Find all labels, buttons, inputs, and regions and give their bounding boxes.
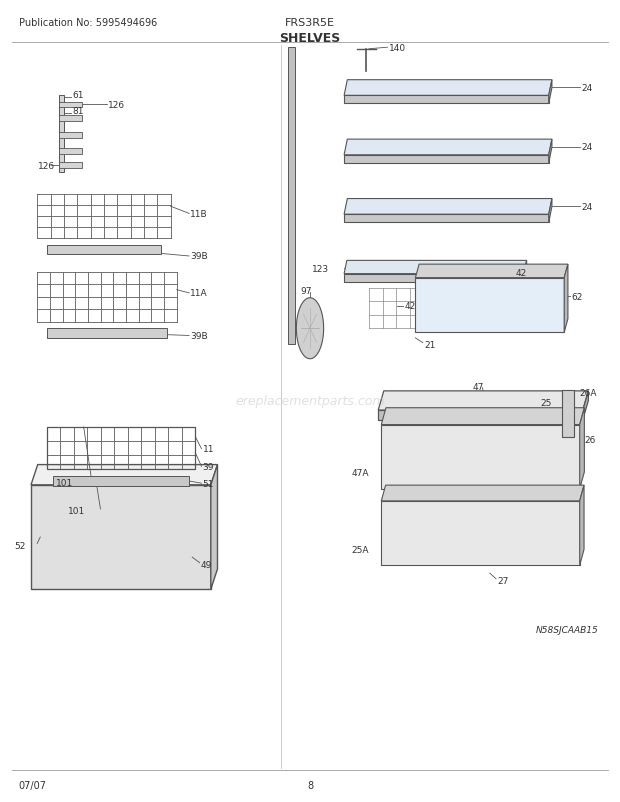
Polygon shape: [344, 81, 552, 96]
Text: SHELVES: SHELVES: [280, 32, 340, 45]
Polygon shape: [344, 274, 524, 282]
Polygon shape: [344, 96, 549, 104]
Text: Publication No: 5995494696: Publication No: 5995494696: [19, 18, 157, 27]
Text: 39B: 39B: [190, 252, 208, 261]
Text: 21: 21: [424, 340, 435, 350]
Text: 11: 11: [203, 444, 215, 454]
Text: 26A: 26A: [580, 388, 597, 398]
Polygon shape: [415, 265, 568, 278]
Bar: [46, 245, 161, 255]
Polygon shape: [211, 465, 218, 589]
Text: 101: 101: [68, 506, 86, 516]
Bar: [59, 116, 82, 122]
Polygon shape: [415, 278, 564, 333]
Polygon shape: [344, 215, 549, 223]
Bar: [562, 391, 574, 437]
Bar: [46, 329, 167, 338]
Text: 24: 24: [581, 83, 592, 93]
Text: FRS3R5E: FRS3R5E: [285, 18, 335, 27]
Polygon shape: [31, 485, 211, 589]
Polygon shape: [583, 391, 588, 420]
Text: 52: 52: [15, 541, 26, 550]
Text: 61: 61: [72, 91, 84, 100]
Text: 126: 126: [38, 161, 56, 171]
Text: 47A: 47A: [352, 468, 369, 478]
Polygon shape: [549, 140, 552, 164]
Polygon shape: [378, 411, 583, 420]
Bar: [59, 163, 82, 168]
Polygon shape: [549, 200, 552, 223]
Polygon shape: [296, 298, 324, 359]
Polygon shape: [524, 261, 526, 282]
Text: 26: 26: [584, 435, 595, 445]
Text: 49: 49: [201, 560, 212, 569]
Text: 11B: 11B: [190, 209, 208, 219]
Text: 123: 123: [311, 264, 329, 273]
Text: 126: 126: [108, 100, 125, 110]
Polygon shape: [344, 140, 552, 156]
Text: 25: 25: [541, 398, 552, 407]
Text: 11A: 11A: [190, 289, 208, 298]
Polygon shape: [31, 465, 218, 485]
Text: 140: 140: [389, 43, 407, 53]
Polygon shape: [381, 408, 584, 425]
Polygon shape: [344, 156, 549, 164]
Polygon shape: [549, 81, 552, 104]
Text: 25A: 25A: [352, 545, 369, 554]
Polygon shape: [580, 408, 584, 489]
Text: 101: 101: [56, 478, 73, 488]
Polygon shape: [580, 485, 584, 565]
Text: 8: 8: [307, 780, 313, 789]
Polygon shape: [381, 501, 580, 565]
Bar: [46, 427, 195, 469]
Polygon shape: [344, 261, 526, 274]
Text: 39: 39: [203, 462, 215, 472]
Text: 62: 62: [572, 292, 583, 302]
Text: 39B: 39B: [190, 331, 208, 341]
Text: 27: 27: [497, 576, 508, 585]
Bar: [59, 133, 82, 139]
Text: 07/07: 07/07: [19, 780, 46, 789]
Polygon shape: [381, 485, 584, 501]
Bar: [59, 103, 82, 108]
Text: 47: 47: [472, 382, 484, 391]
Bar: [53, 476, 189, 487]
Polygon shape: [344, 200, 552, 215]
Polygon shape: [381, 425, 580, 489]
Bar: [59, 96, 64, 172]
Text: 97: 97: [300, 286, 311, 296]
Text: ereplacementparts.com: ereplacementparts.com: [235, 395, 385, 407]
Text: 51: 51: [203, 479, 215, 488]
Polygon shape: [378, 391, 588, 411]
Text: 24: 24: [581, 202, 592, 212]
Text: 42: 42: [516, 268, 527, 277]
Bar: [288, 48, 294, 345]
Text: 42: 42: [404, 302, 415, 311]
Text: 81: 81: [72, 107, 84, 116]
Bar: [59, 149, 82, 155]
Text: 24: 24: [581, 143, 592, 152]
Polygon shape: [564, 265, 568, 333]
Text: N58SJCAAB15: N58SJCAAB15: [536, 625, 599, 634]
